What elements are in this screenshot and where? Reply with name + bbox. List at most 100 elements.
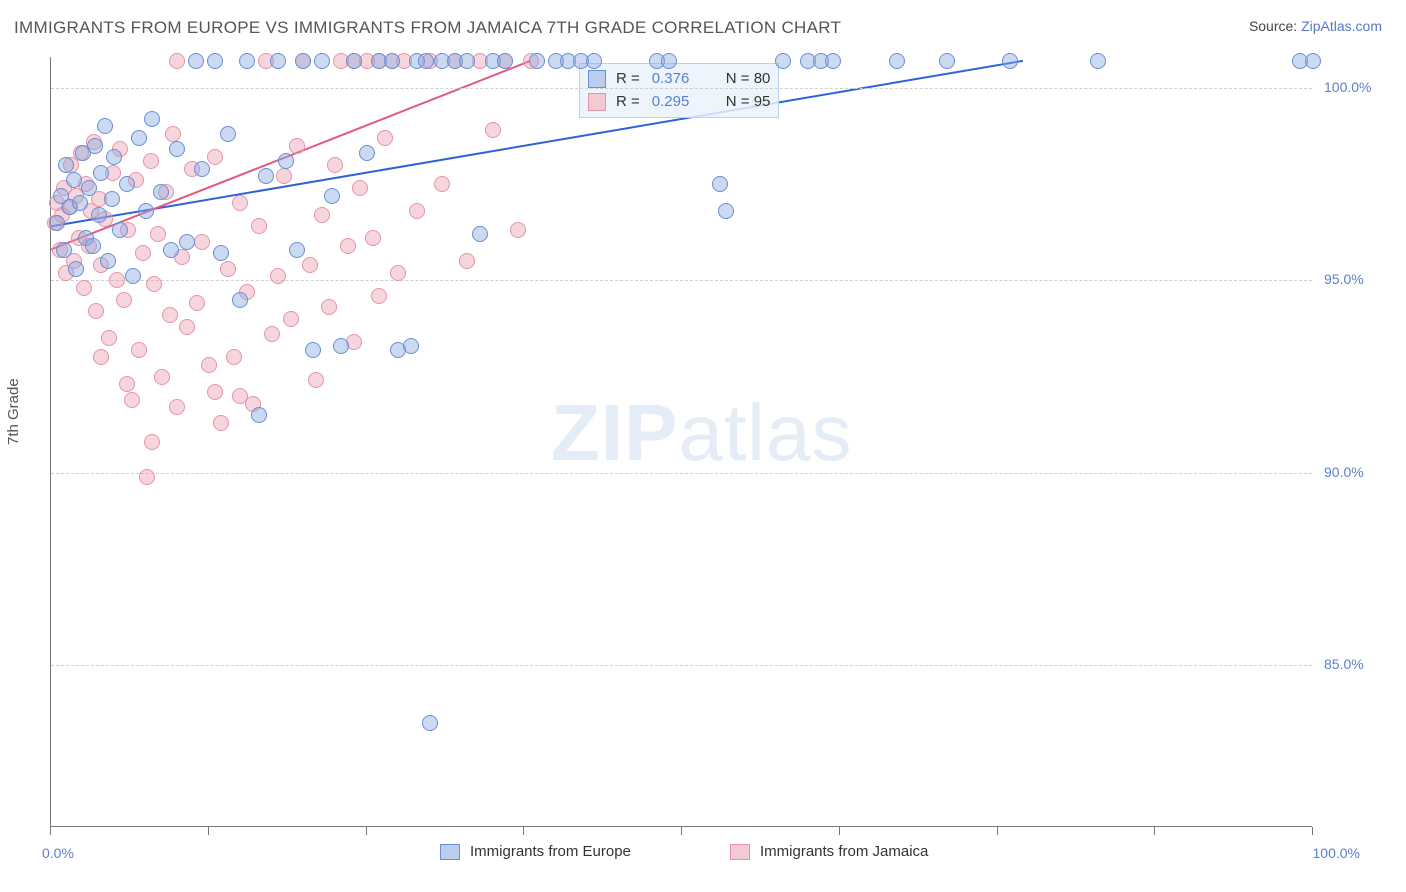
y-tick-label: 90.0% bbox=[1324, 464, 1364, 480]
data-point bbox=[194, 234, 210, 250]
data-point bbox=[207, 149, 223, 165]
data-point bbox=[302, 257, 318, 273]
data-point bbox=[270, 268, 286, 284]
data-point bbox=[775, 53, 791, 69]
data-point bbox=[201, 357, 217, 373]
chart-container: 7th Grade ZIPatlas R =0.376N = 80R =0.29… bbox=[10, 45, 1390, 885]
data-point bbox=[314, 53, 330, 69]
x-tick bbox=[681, 827, 682, 835]
data-point bbox=[459, 53, 475, 69]
data-point bbox=[146, 276, 162, 292]
data-point bbox=[144, 434, 160, 450]
x-tick bbox=[366, 827, 367, 835]
data-point bbox=[409, 203, 425, 219]
source-label: Source: bbox=[1249, 18, 1301, 34]
data-point bbox=[135, 245, 151, 261]
data-point bbox=[56, 242, 72, 258]
data-point bbox=[346, 53, 362, 69]
y-tick-label: 85.0% bbox=[1324, 656, 1364, 672]
gridline-h bbox=[51, 88, 1312, 89]
data-point bbox=[101, 330, 117, 346]
data-point bbox=[116, 292, 132, 308]
data-point bbox=[194, 161, 210, 177]
watermark-light: atlas bbox=[678, 388, 852, 477]
data-point bbox=[207, 384, 223, 400]
legend-label-jamaica: Immigrants from Jamaica bbox=[760, 843, 928, 860]
data-point bbox=[169, 141, 185, 157]
data-point bbox=[264, 326, 280, 342]
n-label: N = 95 bbox=[726, 91, 771, 114]
data-point bbox=[529, 53, 545, 69]
x-axis-min-label: 0.0% bbox=[42, 845, 74, 861]
data-point bbox=[68, 261, 84, 277]
data-point bbox=[112, 222, 128, 238]
legend-swatch-europe bbox=[440, 844, 460, 860]
correlation-legend: R =0.376N = 80R =0.295N = 95 bbox=[579, 63, 779, 118]
data-point bbox=[188, 53, 204, 69]
data-point bbox=[163, 242, 179, 258]
data-point bbox=[371, 288, 387, 304]
data-point bbox=[308, 372, 324, 388]
gridline-h bbox=[51, 665, 1312, 666]
data-point bbox=[239, 53, 255, 69]
legend-swatch-jamaica bbox=[730, 844, 750, 860]
gridline-h bbox=[51, 473, 1312, 474]
source-attribution: Source: ZipAtlas.com bbox=[1249, 18, 1382, 34]
data-point bbox=[289, 138, 305, 154]
data-point bbox=[718, 203, 734, 219]
data-point bbox=[109, 272, 125, 288]
data-point bbox=[104, 191, 120, 207]
data-point bbox=[87, 138, 103, 154]
x-tick bbox=[839, 827, 840, 835]
plot-area: ZIPatlas R =0.376N = 80R =0.295N = 95 bbox=[50, 57, 1312, 827]
data-point bbox=[661, 53, 677, 69]
data-point bbox=[100, 253, 116, 269]
data-point bbox=[232, 388, 248, 404]
data-point bbox=[276, 168, 292, 184]
y-axis-label: 7th Grade bbox=[5, 378, 22, 445]
legend-swatch bbox=[588, 70, 606, 88]
data-point bbox=[258, 168, 274, 184]
data-point bbox=[390, 265, 406, 281]
data-point bbox=[131, 130, 147, 146]
data-point bbox=[232, 292, 248, 308]
data-point bbox=[289, 242, 305, 258]
data-point bbox=[169, 399, 185, 415]
data-point bbox=[251, 407, 267, 423]
data-point bbox=[340, 238, 356, 254]
series-legend-1: Immigrants from Europe bbox=[440, 843, 631, 860]
data-point bbox=[384, 53, 400, 69]
data-point bbox=[278, 153, 294, 169]
data-point bbox=[939, 53, 955, 69]
data-point bbox=[143, 153, 159, 169]
data-point bbox=[138, 203, 154, 219]
x-tick bbox=[997, 827, 998, 835]
r-value: 0.295 bbox=[652, 91, 700, 114]
x-tick bbox=[1154, 827, 1155, 835]
source-link[interactable]: ZipAtlas.com bbox=[1301, 18, 1382, 34]
x-tick bbox=[208, 827, 209, 835]
legend-label-europe: Immigrants from Europe bbox=[470, 843, 631, 860]
data-point bbox=[327, 157, 343, 173]
data-point bbox=[321, 299, 337, 315]
data-point bbox=[352, 180, 368, 196]
gridline-h bbox=[51, 280, 1312, 281]
x-tick bbox=[50, 827, 51, 835]
x-tick bbox=[523, 827, 524, 835]
data-point bbox=[472, 226, 488, 242]
data-point bbox=[97, 118, 113, 134]
data-point bbox=[93, 349, 109, 365]
data-point bbox=[189, 295, 205, 311]
y-tick-label: 95.0% bbox=[1324, 271, 1364, 287]
data-point bbox=[58, 157, 74, 173]
x-tick bbox=[1312, 827, 1313, 835]
data-point bbox=[377, 130, 393, 146]
data-point bbox=[295, 53, 311, 69]
data-point bbox=[207, 53, 223, 69]
data-point bbox=[66, 172, 82, 188]
data-point bbox=[179, 319, 195, 335]
data-point bbox=[106, 149, 122, 165]
data-point bbox=[365, 230, 381, 246]
data-point bbox=[889, 53, 905, 69]
data-point bbox=[251, 218, 267, 234]
